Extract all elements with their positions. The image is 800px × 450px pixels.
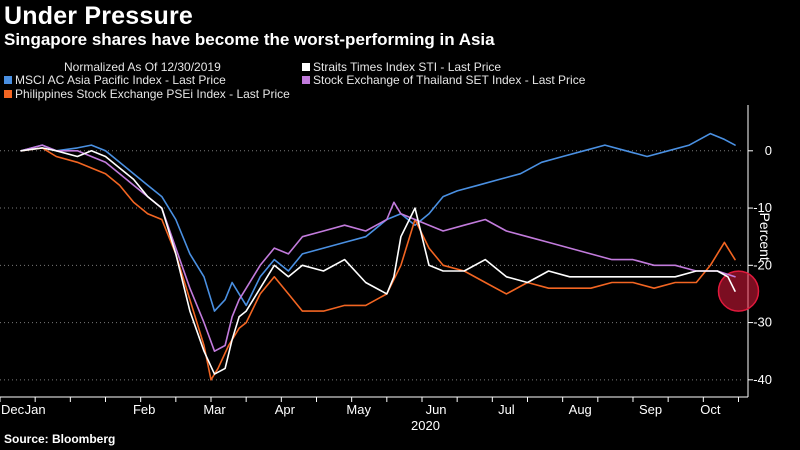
x-tick-label: Jun (426, 402, 447, 417)
y-tick-label: -40 (753, 372, 772, 387)
x-year-label: 2020 (411, 418, 440, 433)
x-tick-label: Jul (498, 402, 515, 417)
legend-swatch-psei (4, 90, 12, 98)
x-tick-label: Jan (25, 402, 46, 417)
x-tick-label: Sep (639, 402, 662, 417)
series-line-msci (20, 132, 736, 312)
series-line-sti (20, 147, 736, 375)
y-tick-label: 0 (765, 143, 772, 158)
x-tick-label: Dec (1, 402, 25, 417)
normalized-note: Normalized As Of 12/30/2019 (64, 60, 221, 74)
legend-swatch-msci (4, 76, 12, 84)
legend-item-psei: Philippines Stock Exchange PSEi Index - … (4, 87, 290, 101)
x-tick-label: Oct (700, 402, 721, 417)
y-tick-label: -20 (753, 257, 772, 272)
y-tick-label: -10 (753, 200, 772, 215)
chart-subtitle: Singapore shares have become the worst-p… (4, 30, 495, 49)
series-line-psei (20, 147, 736, 381)
legend-label-set: Stock Exchange of Thailand SET Index - L… (313, 73, 586, 87)
series-line-set (20, 144, 736, 353)
legend-item-set: Stock Exchange of Thailand SET Index - L… (302, 73, 585, 87)
x-tick-label: May (346, 402, 371, 417)
legend-label-msci: MSCI AC Asia Pacific Index - Last Price (15, 73, 226, 87)
source-note: Source: Bloomberg (4, 432, 116, 446)
y-tick-label: -30 (753, 315, 772, 330)
x-tick-label: Mar (203, 402, 226, 417)
legend-label-psei: Philippines Stock Exchange PSEi Index - … (15, 87, 290, 101)
legend-swatch-set (302, 76, 310, 84)
x-tick-label: Aug (569, 402, 592, 417)
x-tick-label: Apr (275, 402, 296, 417)
legend-item-msci: MSCI AC Asia Pacific Index - Last Price (4, 73, 226, 87)
legend-item-sti: Straits Times Index STI - Last Price (302, 60, 501, 74)
y-axis-label: Percent (757, 213, 773, 261)
x-tick-label: Feb (133, 402, 155, 417)
legend-label-sti: Straits Times Index STI - Last Price (313, 60, 502, 74)
chart-title: Under Pressure (4, 2, 193, 30)
legend-swatch-sti (302, 63, 310, 71)
highlight-circle (717, 270, 760, 312)
